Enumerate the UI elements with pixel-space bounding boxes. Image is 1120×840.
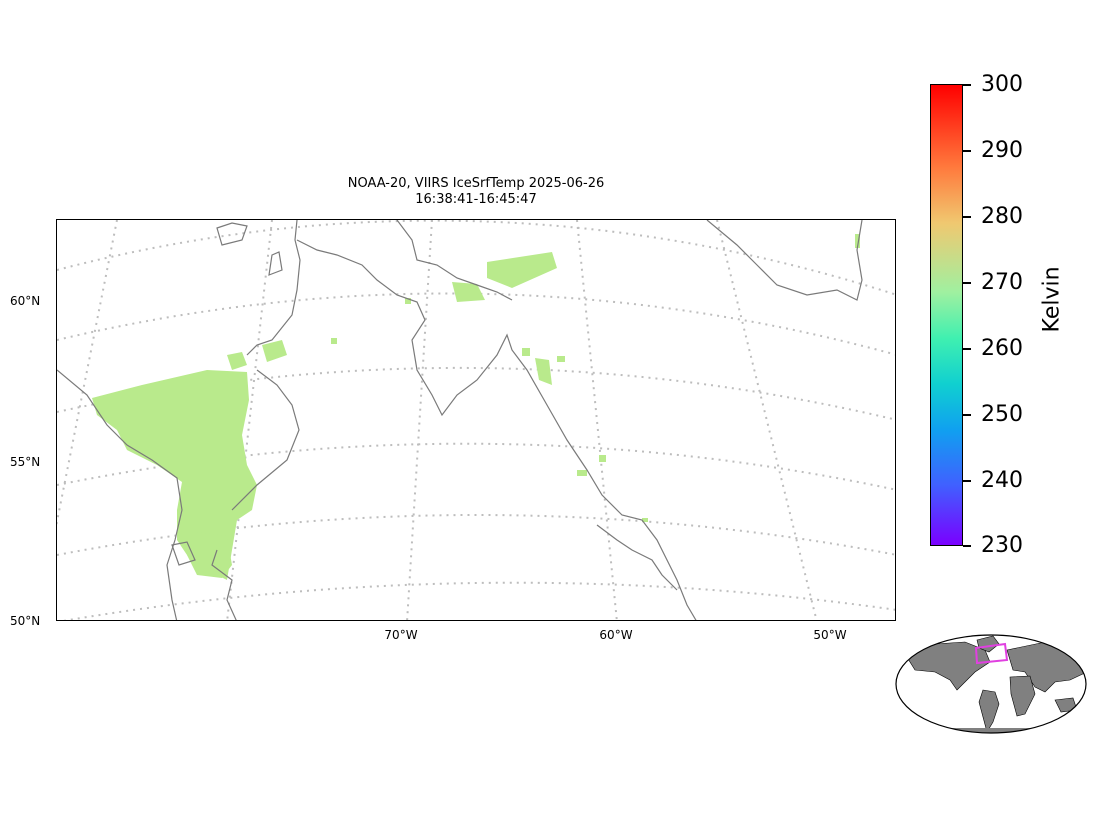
data-region (855, 234, 860, 248)
lon-label-70w: 70°W (384, 628, 418, 642)
data-region (642, 518, 648, 522)
data-region (577, 470, 587, 476)
coastline (216, 222, 248, 246)
data-region (452, 282, 485, 302)
parallel-line (57, 514, 895, 556)
data-region (331, 338, 337, 344)
map-title: NOAA-20, VIIRS IceSrfTemp 2025-06-26 16:… (56, 176, 896, 208)
inset-land-shape (978, 689, 1000, 733)
colorbar (930, 84, 963, 546)
coastline (246, 220, 301, 356)
graticule (57, 220, 895, 620)
colorbar-tick-label: 250 (981, 402, 1023, 427)
inset-land-shape (1009, 675, 1036, 717)
inset-region-box (974, 642, 1009, 665)
meridian-line (576, 220, 618, 620)
inset-land (896, 635, 1086, 733)
title-line-1: NOAA-20, VIIRS IceSrfTemp 2025-06-26 (347, 176, 605, 191)
data-region (487, 252, 557, 288)
parallel-line (57, 442, 895, 491)
colorbar-tick (963, 414, 971, 416)
coastline (596, 524, 678, 591)
colorbar-tick (963, 216, 971, 218)
coastline (268, 251, 283, 276)
lat-label-50n: 50°N (10, 614, 41, 628)
coastline (231, 369, 300, 511)
ice-temperature-data (92, 234, 860, 580)
inset-globe-outline (895, 634, 1087, 734)
colorbar-tick-label: 260 (981, 336, 1023, 361)
meridian-line (716, 220, 818, 620)
lon-label-50w: 50°W (813, 628, 847, 642)
parallel-line (62, 581, 895, 620)
coastlines (57, 220, 863, 620)
coastline (171, 541, 196, 566)
coastline (706, 220, 863, 301)
data-region (187, 532, 232, 578)
meridian-line (226, 220, 273, 620)
data-region (522, 348, 530, 356)
data-region (557, 356, 565, 362)
data-region (405, 298, 411, 304)
coastline (396, 220, 513, 301)
colorbar-tick-label: 270 (981, 270, 1023, 295)
coastline (296, 239, 697, 620)
colorbar-tick-label: 240 (981, 468, 1023, 493)
colorbar-tick (963, 348, 971, 350)
coastline (211, 549, 237, 620)
lat-label-60n: 60°N (10, 294, 41, 308)
map-canvas (57, 220, 895, 620)
data-region (262, 340, 287, 362)
colorbar-tick (963, 480, 971, 482)
colorbar-tick-label: 280 (981, 204, 1023, 229)
colorbar-tick (963, 150, 971, 152)
inset-land-shape (904, 641, 991, 691)
colorbar-tick-label: 290 (981, 138, 1023, 163)
parallel-line (57, 292, 895, 356)
inset-land-shape (915, 728, 1065, 733)
parallel-line (57, 220, 895, 296)
lat-label-55n: 55°N (10, 455, 41, 469)
data-region (535, 358, 552, 385)
title-line-2: 16:38:41-16:45:47 (415, 192, 537, 207)
map-panel[interactable] (56, 219, 896, 621)
lon-label-60w: 60°W (599, 628, 633, 642)
data-region (599, 455, 606, 462)
data-region (92, 370, 257, 580)
colorbar-tick (963, 84, 971, 86)
meridian-line (406, 220, 433, 620)
data-region (227, 352, 247, 370)
inset-globe-map[interactable] (895, 632, 1091, 736)
colorbar-tick-label: 300 (981, 72, 1023, 97)
coastline (57, 369, 183, 620)
colorbar-tick-label: 230 (981, 533, 1023, 558)
colorbar-tick (963, 282, 971, 284)
colorbar-tick (963, 545, 971, 547)
colorbar-title: Kelvin (1039, 266, 1065, 333)
meridian-line (57, 220, 118, 527)
